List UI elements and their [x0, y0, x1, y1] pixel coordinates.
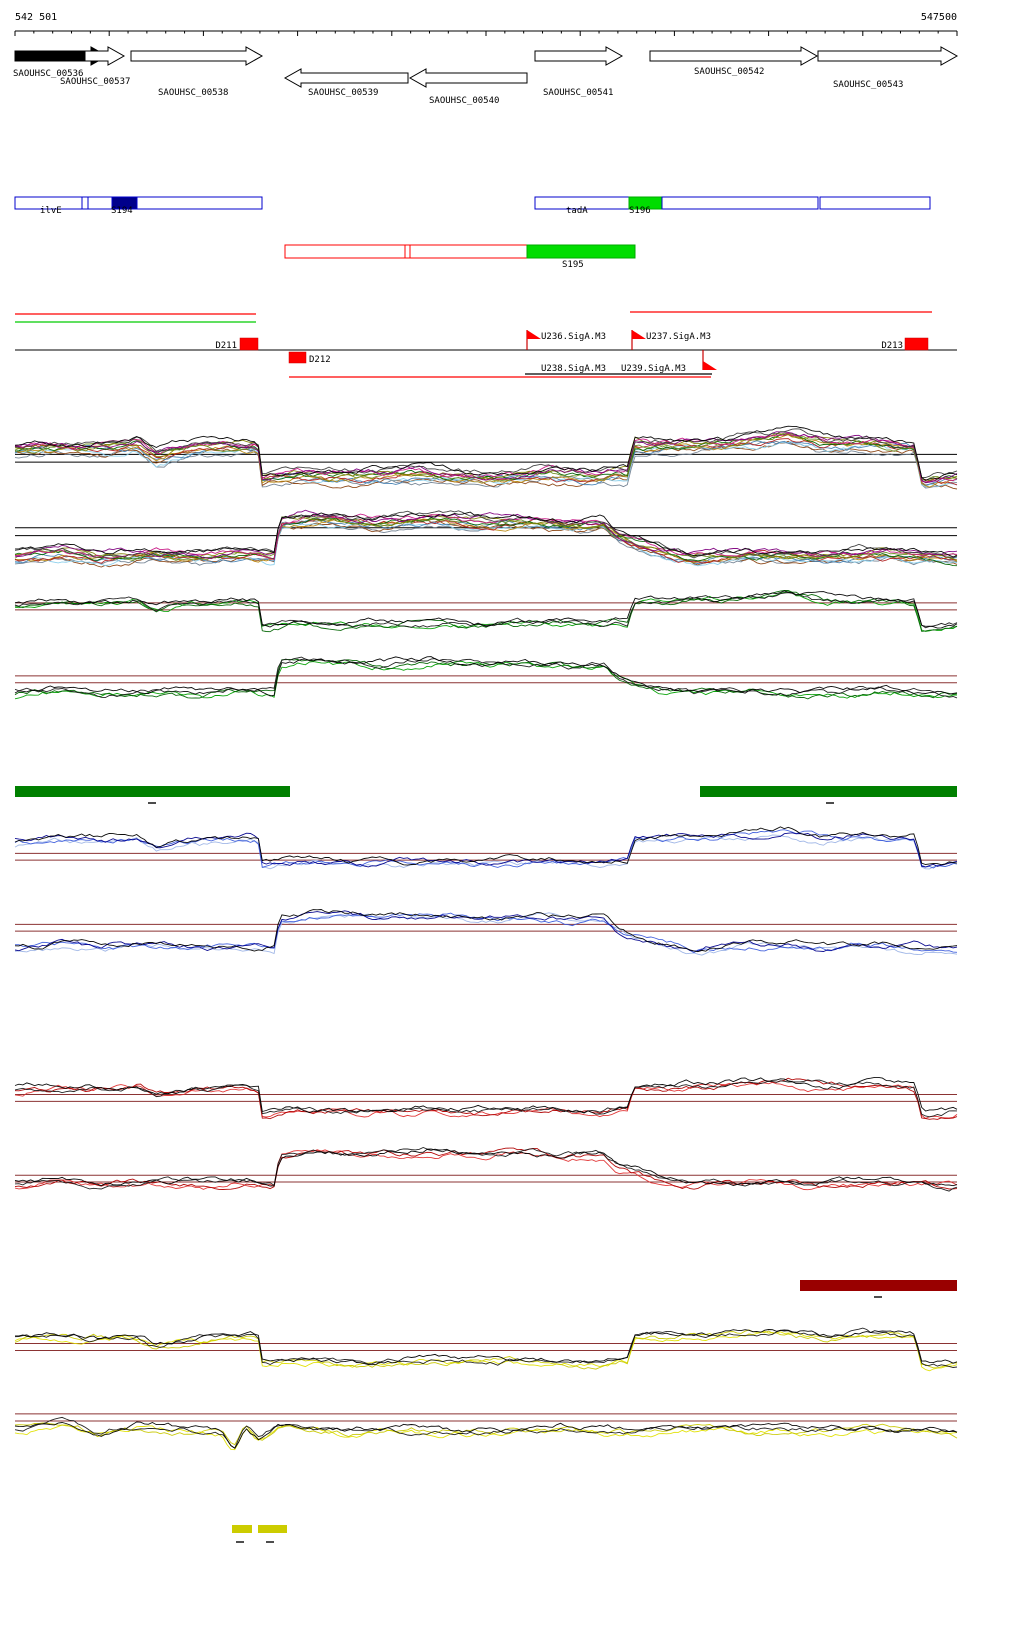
signal-series-multi-series-reverse: [14, 509, 958, 560]
signal-series-multi-series-reverse: [14, 517, 958, 565]
region-bar[interactable]: [15, 786, 290, 797]
feature-label: tadA: [566, 206, 588, 216]
signal-series-multi-series-reverse: [14, 510, 958, 559]
signal-series-blue-forward: [14, 826, 958, 866]
signal-series-blue-forward: [14, 829, 958, 869]
tss-feature-label: D212: [309, 355, 331, 365]
signal-series-blue-forward: [14, 834, 958, 870]
gene-arrow[interactable]: [408, 68, 528, 88]
tss-feature-box[interactable]: [239, 337, 259, 351]
tss-flag[interactable]: [527, 330, 541, 339]
signal-series-green-reverse: [14, 660, 958, 700]
signal-series-multi-series-reverse: [14, 514, 958, 561]
signal-series-blue-reverse: [14, 909, 958, 953]
gene-arrow[interactable]: [649, 46, 819, 66]
tss-flag[interactable]: [632, 330, 646, 339]
gene-label: SAOUHSC_00541: [543, 88, 613, 98]
tss-flag-label: U238.SigA.M3: [541, 364, 606, 374]
gene-arrow[interactable]: [84, 46, 126, 66]
region-bar[interactable]: [232, 1525, 252, 1533]
signal-series-blue-reverse: [14, 912, 958, 956]
signal-series-yellow-reverse: [14, 1421, 958, 1449]
feature-label: ilvE: [40, 206, 62, 216]
signal-series-green-forward: [14, 591, 958, 632]
gene-label: SAOUHSC_00537: [60, 77, 130, 87]
signal-series-multi-series-forward: [14, 425, 958, 481]
tss-flag-label: U237.SigA.M3: [646, 332, 711, 342]
gene-label: SAOUHSC_00538: [158, 88, 228, 98]
signal-series-green-reverse: [14, 656, 958, 697]
gene-label: SAOUHSC_00540: [429, 96, 499, 106]
tss-feature-box[interactable]: [904, 337, 929, 351]
region-bar[interactable]: [700, 786, 957, 797]
signal-series-yellow-reverse: [14, 1422, 958, 1446]
gene-arrow[interactable]: [817, 46, 959, 66]
signal-series-red-reverse: [14, 1147, 958, 1190]
signal-series-red-forward: [14, 1081, 958, 1119]
gene-label: SAOUHSC_00542: [694, 67, 764, 77]
feature-box[interactable]: [819, 196, 931, 210]
signal-series-green-reverse: [14, 658, 958, 700]
feature-label: S195: [562, 260, 584, 270]
signal-series-multi-series-forward: [14, 434, 958, 488]
signal-series-multi-series-reverse: [14, 519, 958, 568]
signal-series-yellow-reverse: [14, 1416, 958, 1449]
tss-flag-label: U236.SigA.M3: [541, 332, 606, 342]
gene-arrow[interactable]: [130, 46, 264, 66]
gene-label: SAOUHSC_00543: [833, 80, 903, 90]
tss-feature-label: D211: [215, 341, 237, 351]
feature-label: S196: [629, 206, 651, 216]
tss-feature-box[interactable]: [288, 351, 307, 364]
signal-series-red-forward: [14, 1076, 958, 1115]
gene-label: SAOUHSC_00536: [13, 69, 83, 79]
signal-series-red-reverse: [14, 1148, 958, 1187]
signal-series-red-reverse: [14, 1149, 958, 1191]
signal-series-blue-reverse: [14, 910, 958, 952]
feature-box[interactable]: [661, 196, 819, 210]
gene-arrow[interactable]: [534, 46, 624, 66]
feature-label: S194: [111, 206, 133, 216]
signal-series-yellow-forward: [15, 1329, 958, 1366]
signal-series-green-forward: [14, 590, 958, 629]
tss-feature-label: D213: [881, 341, 903, 351]
signal-series-multi-series-forward: [14, 432, 958, 482]
signal-series-yellow-forward: [14, 1329, 958, 1370]
tss-flag-label: U239.SigA.M3: [621, 364, 686, 374]
gene-arrow[interactable]: [283, 68, 409, 88]
ruler-right-label: 547500: [921, 12, 957, 23]
region-bar[interactable]: [258, 1525, 287, 1533]
feature-box[interactable]: [14, 196, 263, 210]
feature-box[interactable]: [111, 196, 138, 210]
signal-series-yellow-reverse: [14, 1424, 958, 1451]
region-bar[interactable]: [800, 1280, 957, 1291]
signal-series-multi-series-reverse: [14, 517, 958, 567]
signal-series-green-forward: [14, 592, 958, 629]
signal-series-multi-series-reverse: [14, 511, 958, 558]
feature-box[interactable]: [526, 244, 636, 259]
ruler-left-label: 542 501: [15, 12, 57, 23]
signal-series-multi-series-forward: [14, 433, 958, 483]
feature-box[interactable]: [284, 244, 528, 259]
signal-series-multi-series-forward: [14, 440, 958, 489]
signal-series-red-forward: [14, 1079, 958, 1118]
gene-label: SAOUHSC_00539: [308, 88, 378, 98]
tss-flag[interactable]: [703, 361, 717, 370]
signal-series-multi-series-forward: [14, 428, 958, 478]
